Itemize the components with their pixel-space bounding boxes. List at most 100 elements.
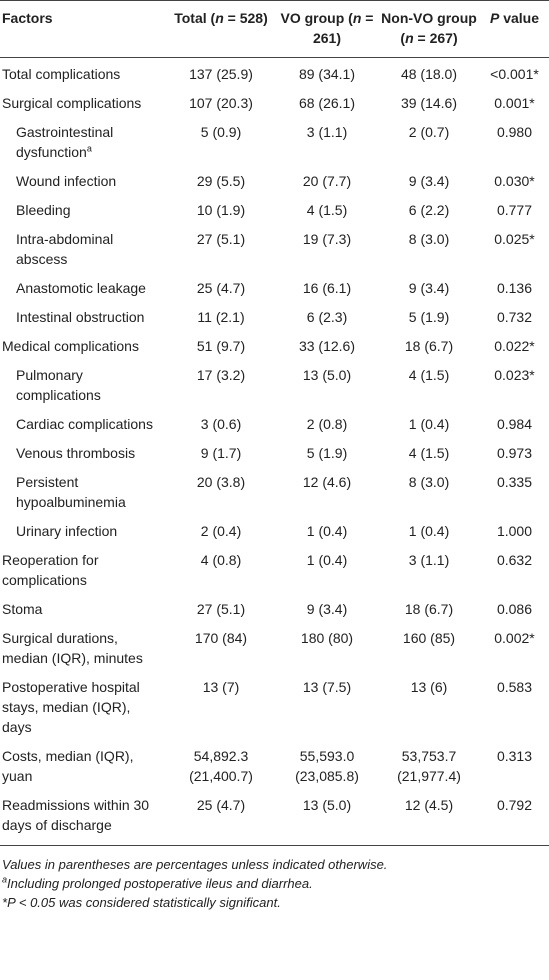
- table-cell: 19 (7.3): [276, 223, 378, 272]
- table-cell: 68 (26.1): [276, 87, 378, 116]
- text-part: n: [405, 30, 414, 46]
- table-cell: 12 (4.6): [276, 466, 378, 515]
- cell-text: 13 (5.0): [302, 797, 352, 813]
- table-cell: 4 (0.8): [166, 544, 276, 593]
- header-row: Factors Total (n = 528) VO group (n = 261)…: [0, 0, 549, 58]
- cell-text: 0.732: [496, 309, 533, 325]
- text-part: Values in parentheses are percentages un…: [2, 857, 388, 872]
- cell-text: 0.777: [496, 202, 533, 218]
- table-cell: 4 (1.5): [378, 359, 480, 408]
- table-row: Total complications 137 (25.9) 89 (34.1) 48…: [0, 58, 549, 88]
- cell-text: 16 (6.1): [302, 280, 352, 296]
- table-cell: 33 (12.6): [276, 330, 378, 359]
- table-cell: 0.313: [480, 740, 549, 789]
- table-cell: 6 (2.2): [378, 194, 480, 223]
- text-part: *: [2, 895, 8, 910]
- table-row: Stoma 27 (5.1) 9 (3.4) 18 (6.7) 0.086: [0, 593, 549, 622]
- cell-text: 89 (34.1): [298, 66, 356, 82]
- table-cell: 1 (0.4): [378, 515, 480, 544]
- label-text: Gastrointestinal dysfunction: [16, 124, 114, 160]
- cell-text: 68 (26.1): [298, 95, 356, 111]
- table-row: Bleeding 10 (1.9) 4 (1.5) 6 (2.2) 0.777: [0, 194, 549, 223]
- table-row: Medical complications 51 (9.7) 33 (12.6) 18…: [0, 330, 549, 359]
- table-cell: 0.632: [480, 544, 549, 593]
- table-cell: 0.025*: [480, 223, 549, 272]
- label-text: Reoperation for complications: [2, 552, 99, 588]
- table-cell: 0.030*: [480, 165, 549, 194]
- table-row: Reoperation for complications 4 (0.8) 1 (0…: [0, 544, 549, 593]
- cell-text: 9 (3.4): [408, 280, 450, 296]
- label-text: Postoperative hospital stays, median (IQ…: [2, 679, 140, 735]
- header-cell: Factors: [0, 0, 166, 58]
- cell-text: 5 (1.9): [306, 445, 348, 461]
- footnote: aIncluding prolonged postoperative ileus…: [2, 874, 549, 893]
- table-cell: 0.001*: [480, 87, 549, 116]
- row-label: Venous thrombosis: [0, 437, 166, 466]
- table-cell: 1 (0.4): [378, 408, 480, 437]
- table-cell: 1.000: [480, 515, 549, 544]
- header-cell: Non-VO group (n = 267): [378, 0, 480, 58]
- text-part: Factors: [2, 10, 53, 26]
- label-text: Surgical durations, median (IQR), minute…: [2, 630, 143, 666]
- footnote: Values in parentheses are percentages un…: [2, 855, 549, 874]
- label-text: Venous thrombosis: [16, 445, 136, 461]
- table-cell: 9 (3.4): [378, 165, 480, 194]
- cell-text: 54,892.3 (21,400.7): [189, 748, 253, 784]
- table-cell: 0.732: [480, 301, 549, 330]
- cell-text: 0.136: [496, 280, 533, 296]
- table-cell: 13 (6): [378, 671, 480, 740]
- cell-text: 9 (3.4): [306, 601, 348, 617]
- table-cell: 170 (84): [166, 622, 276, 671]
- table-cell: 2 (0.4): [166, 515, 276, 544]
- table-cell: 0.023*: [480, 359, 549, 408]
- table-row: Gastrointestinal dysfunctiona 5 (0.9) 3 (1…: [0, 116, 549, 165]
- table-cell: 20 (3.8): [166, 466, 276, 515]
- row-label: Total complications: [0, 58, 166, 88]
- label-text: Pulmonary complications: [16, 367, 101, 403]
- table-cell: 51 (9.7): [166, 330, 276, 359]
- cell-text: 3 (1.1): [306, 124, 348, 140]
- table-row: Postoperative hospital stays, median (IQ…: [0, 671, 549, 740]
- text-part: value: [499, 10, 540, 26]
- row-label: Intestinal obstruction: [0, 301, 166, 330]
- table-cell: 0.980: [480, 116, 549, 165]
- table-cell: 16 (6.1): [276, 272, 378, 301]
- table-cell: 0.792: [480, 789, 549, 846]
- table-cell: 8 (3.0): [378, 223, 480, 272]
- row-label: Reoperation for complications: [0, 544, 166, 593]
- cell-text: 5 (0.9): [200, 124, 242, 140]
- row-label: Costs, median (IQR), yuan: [0, 740, 166, 789]
- header-cell: Total (n = 528): [166, 0, 276, 58]
- table-cell: 27 (5.1): [166, 593, 276, 622]
- cell-text: 55,593.0 (23,085.8): [295, 748, 359, 784]
- table-cell: 0.136: [480, 272, 549, 301]
- table-row: Intra-abdominal abscess 27 (5.1) 19 (7.3) 8…: [0, 223, 549, 272]
- cell-text: 3 (0.6): [200, 416, 242, 432]
- cell-text: 0.023*: [494, 367, 535, 383]
- text-part: = 267): [413, 30, 458, 46]
- cell-text: 0.022*: [494, 338, 535, 354]
- cell-text: 5 (1.9): [408, 309, 450, 325]
- label-text: Stoma: [2, 601, 43, 617]
- cell-text: 10 (1.9): [196, 202, 246, 218]
- table-cell: 0.335: [480, 466, 549, 515]
- table-cell: 18 (6.7): [378, 330, 480, 359]
- label-text: Costs, median (IQR), yuan: [2, 748, 134, 784]
- label-text: Readmissions within 30 days of discharge: [2, 797, 150, 833]
- table-cell: 4 (1.5): [378, 437, 480, 466]
- row-label: Stoma: [0, 593, 166, 622]
- cell-text: 39 (14.6): [400, 95, 458, 111]
- table-cell: 3 (1.1): [378, 544, 480, 593]
- row-label: Surgical complications: [0, 87, 166, 116]
- cell-text: 0.980: [496, 124, 533, 140]
- cell-text: 170 (84): [194, 630, 248, 646]
- cell-text: 29 (5.5): [196, 173, 246, 189]
- text-part: Total (: [174, 10, 216, 26]
- table-cell: 5 (1.9): [276, 437, 378, 466]
- table-cell: 3 (0.6): [166, 408, 276, 437]
- text-part: a: [2, 874, 8, 885]
- cell-text: 6 (2.2): [408, 202, 450, 218]
- row-label: Wound infection: [0, 165, 166, 194]
- table-row: Surgical durations, median (IQR), minute…: [0, 622, 549, 671]
